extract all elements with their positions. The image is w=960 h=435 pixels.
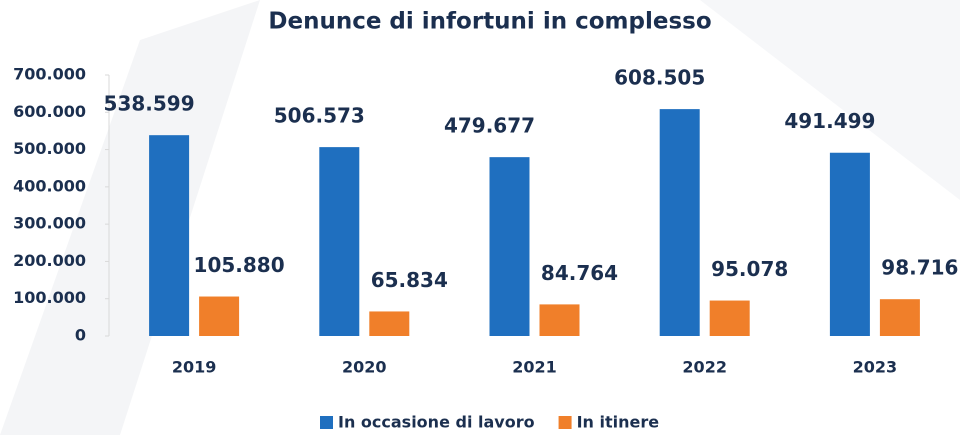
x-tick-label: 2019	[172, 358, 217, 377]
chart-title: Denunce di infortuni in complesso	[268, 9, 711, 35]
bar	[199, 296, 240, 336]
background-shape	[700, 0, 960, 200]
bar	[539, 304, 580, 336]
bar	[829, 152, 870, 336]
y-tick-label: 300.000	[13, 214, 86, 233]
y-tick-label: 500.000	[13, 139, 86, 158]
bar	[709, 300, 750, 336]
data-label: 84.764	[541, 261, 618, 285]
data-label: 95.078	[711, 257, 788, 281]
data-label: 479.677	[444, 114, 535, 138]
bar	[149, 135, 190, 336]
legend-swatch	[558, 416, 572, 429]
data-label: 608.505	[614, 66, 705, 90]
y-tick-label: 700.000	[13, 65, 86, 84]
x-tick-label: 2020	[342, 358, 387, 377]
y-tick-label: 100.000	[13, 288, 86, 307]
legend-swatch	[320, 416, 333, 429]
legend-label: In occasione di lavoro	[338, 413, 535, 432]
bar	[879, 299, 920, 336]
data-label: 491.499	[784, 109, 875, 133]
y-tick-label: 200.000	[13, 251, 86, 270]
y-tick-label: 400.000	[13, 176, 86, 195]
data-label: 98.716	[881, 256, 958, 280]
x-tick-label: 2021	[512, 358, 557, 377]
data-label: 105.880	[194, 253, 285, 277]
bar	[659, 109, 700, 336]
bar	[319, 147, 360, 336]
y-tick-label: 600.000	[13, 102, 86, 121]
x-tick-label: 2022	[682, 358, 727, 377]
bar	[489, 157, 530, 336]
data-label: 65.834	[371, 268, 448, 292]
legend-label: In itinere	[577, 413, 660, 432]
data-label: 538.599	[104, 92, 195, 116]
y-tick-label: 0	[75, 326, 86, 345]
data-label: 506.573	[274, 104, 365, 128]
bar	[369, 311, 410, 336]
x-tick-label: 2023	[853, 358, 898, 377]
background-shape	[0, 0, 260, 435]
